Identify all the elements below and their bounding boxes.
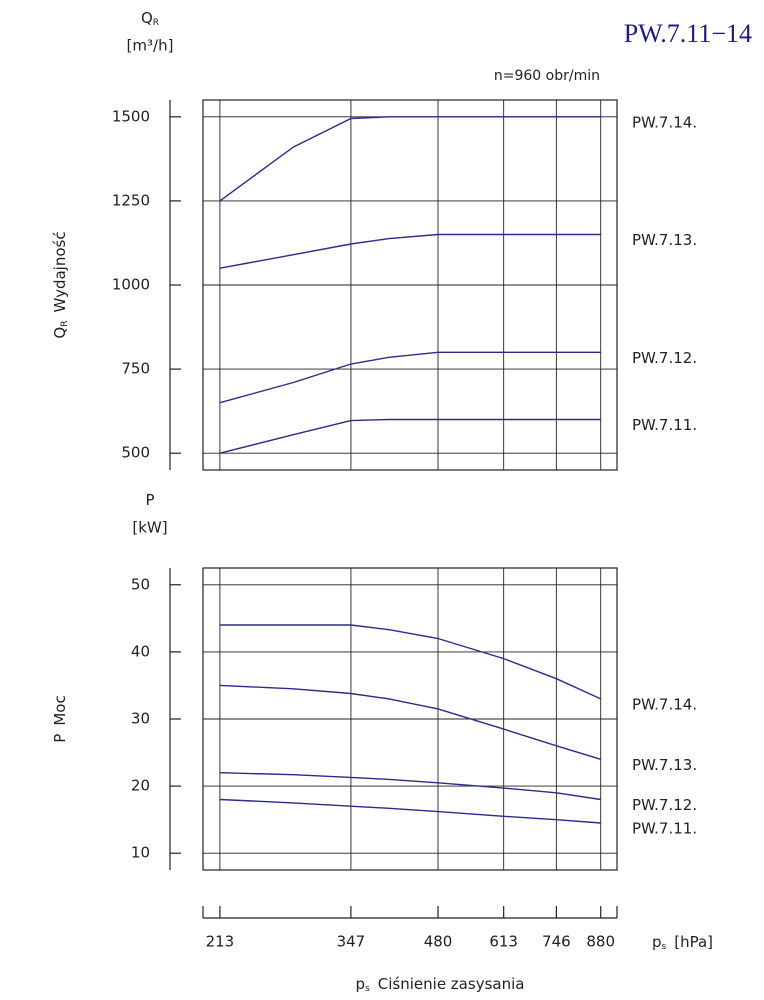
- x-label-symbol: p: [356, 975, 366, 993]
- x-label-sub: s: [365, 984, 370, 994]
- series-line: [219, 351, 601, 404]
- y-head-symbol: Q: [141, 9, 153, 27]
- y-head-sub: R: [153, 18, 159, 28]
- x-tick-label: 213: [206, 933, 235, 951]
- y-tick-label: 30: [131, 710, 150, 728]
- x-unit-sub: s: [662, 942, 667, 952]
- y-head-symbol: P: [145, 491, 154, 509]
- y-tick-label: 50: [131, 575, 150, 593]
- y-label-symbol: Q: [51, 327, 69, 339]
- series-line: [219, 772, 601, 801]
- series-line: [219, 798, 601, 824]
- y-head: P: [145, 491, 154, 509]
- chart-subtitle: n=960 obr/min: [494, 68, 600, 84]
- x-tick-label: 880: [586, 933, 615, 951]
- series-line: [219, 116, 601, 202]
- x-unit-text: [hPa]: [674, 933, 713, 951]
- y-label-text: Moc: [51, 695, 69, 725]
- y-label: P Moc: [51, 695, 69, 742]
- x-tick-label: 480: [424, 933, 453, 951]
- x-label: ps Ciśnienie zasysania: [356, 975, 525, 994]
- legend-label: PW.7.12.: [632, 349, 697, 367]
- series-line: [219, 233, 601, 269]
- x-tick-label: 613: [489, 933, 518, 951]
- legend-label: PW.7.12.: [632, 796, 697, 814]
- x-label-text: Ciśnienie zasysania: [378, 975, 525, 993]
- y-tick-label: 1000: [112, 276, 150, 294]
- legend-label: PW.7.14.: [632, 695, 697, 713]
- y-tick-label: 500: [121, 444, 150, 462]
- y-tick-label: 1250: [112, 191, 150, 209]
- y-tick-label: 10: [131, 844, 150, 862]
- y-tick-label: 750: [121, 360, 150, 378]
- y-unit: [m³/h]: [127, 37, 174, 55]
- y-tick-label: 40: [131, 642, 150, 660]
- x-unit-symbol: p: [652, 933, 662, 951]
- y-label-text: Wydajność: [51, 231, 69, 312]
- y-label-sub: R: [60, 321, 70, 327]
- y-unit: [kW]: [132, 519, 167, 537]
- legend-label: PW.7.13.: [632, 756, 697, 774]
- chart-title: PW.7.11−14: [624, 19, 752, 48]
- x-tick-label: 746: [542, 933, 571, 951]
- series-line: [219, 624, 601, 700]
- y-label-symbol: P: [51, 734, 69, 743]
- legend-label: PW.7.11.: [632, 416, 697, 434]
- legend-label: PW.7.13.: [632, 231, 697, 249]
- series-line: [219, 418, 601, 454]
- legend-label: PW.7.14.: [632, 113, 697, 131]
- legend-label: PW.7.11.: [632, 820, 697, 838]
- series-line: [219, 684, 601, 760]
- y-tick-label: 20: [131, 777, 150, 795]
- y-tick-label: 1500: [112, 107, 150, 125]
- y-head: QR: [141, 9, 159, 28]
- x-unit: ps [hPa]: [652, 933, 713, 952]
- y-label: QR Wydajność: [51, 231, 70, 338]
- x-tick-label: 347: [337, 933, 366, 951]
